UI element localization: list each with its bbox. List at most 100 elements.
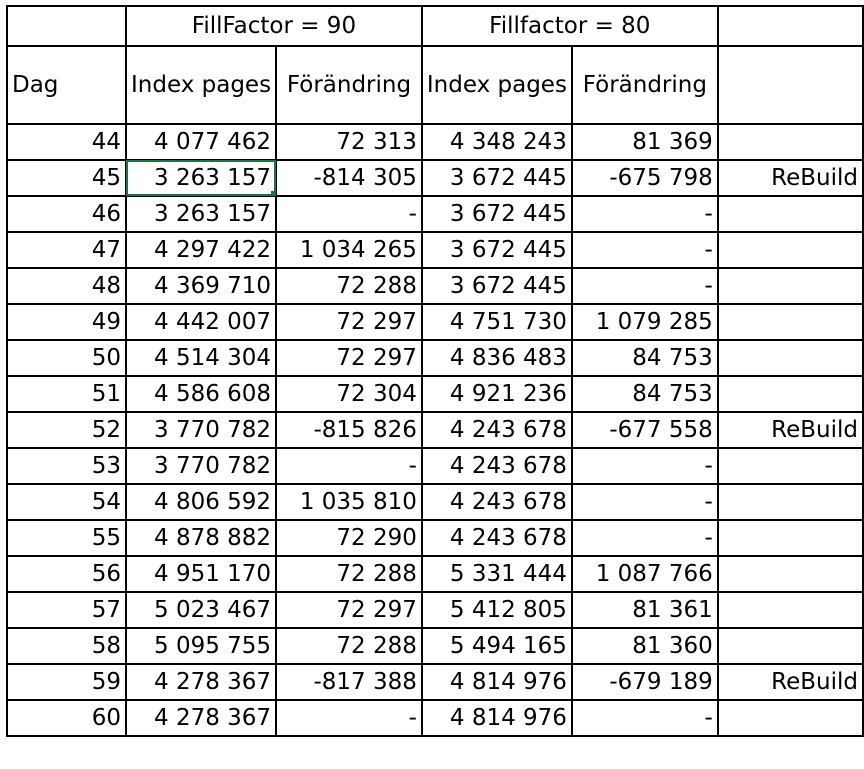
cell-dag[interactable]: 59 xyxy=(6,663,127,701)
cell-dag[interactable]: 52 xyxy=(6,411,127,449)
cell-index-pages-80[interactable]: 3 672 445 xyxy=(420,159,573,197)
header-fillfactor-90[interactable]: FillFactor = 90 xyxy=(125,5,423,47)
cell-change-90[interactable]: 1 034 265 xyxy=(275,231,423,269)
cell-note[interactable] xyxy=(716,231,864,269)
cell-dag[interactable]: 57 xyxy=(6,591,127,629)
cell-change-80[interactable]: - xyxy=(570,699,719,737)
cell-dag[interactable]: 56 xyxy=(6,555,127,593)
cell-index-pages-80[interactable]: 4 814 976 xyxy=(420,699,573,737)
cell-note[interactable] xyxy=(716,555,864,593)
cell-change-80[interactable]: 84 753 xyxy=(570,375,719,413)
header-cell-empty[interactable] xyxy=(6,5,127,47)
cell-note[interactable] xyxy=(716,591,864,629)
cell-change-80[interactable]: 84 753 xyxy=(570,339,719,377)
cell-dag[interactable]: 48 xyxy=(6,267,127,305)
cell-index-pages-80[interactable]: 3 672 445 xyxy=(420,231,573,269)
cell-dag[interactable]: 54 xyxy=(6,483,127,521)
cell-change-90[interactable]: - xyxy=(275,195,423,233)
cell-dag[interactable]: 58 xyxy=(6,627,127,665)
cell-note[interactable] xyxy=(716,483,864,521)
cell-dag[interactable]: 60 xyxy=(6,699,127,737)
cell-index-pages-90[interactable]: 3 770 782 xyxy=(124,411,278,449)
cell-change-90[interactable]: 72 304 xyxy=(275,375,423,413)
cell-change-90[interactable]: 72 288 xyxy=(275,627,423,665)
cell-index-pages-90[interactable]: 4 077 462 xyxy=(124,123,278,161)
cell-index-pages-90[interactable]: 3 263 157 xyxy=(124,159,278,197)
cell-index-pages-80[interactable]: 4 243 678 xyxy=(420,411,573,449)
cell-dag[interactable]: 45 xyxy=(6,159,127,197)
cell-note[interactable] xyxy=(716,447,864,485)
cell-index-pages-80[interactable]: 4 243 678 xyxy=(420,519,573,557)
cell-index-pages-80[interactable]: 4 243 678 xyxy=(420,447,573,485)
header-cell-empty[interactable] xyxy=(716,5,864,47)
cell-note[interactable] xyxy=(716,699,864,737)
cell-dag[interactable]: 50 xyxy=(6,339,127,377)
header-fillfactor-80[interactable]: Fillfactor = 80 xyxy=(420,5,719,47)
header-dag[interactable]: Dag xyxy=(6,45,127,125)
cell-change-90[interactable]: -815 826 xyxy=(275,411,423,449)
cell-change-80[interactable]: 1 087 766 xyxy=(570,555,719,593)
header-index-pages-80[interactable]: Index pages xyxy=(420,45,573,125)
cell-note[interactable]: ReBuild xyxy=(716,411,864,449)
cell-change-80[interactable]: - xyxy=(570,231,719,269)
cell-index-pages-80[interactable]: 4 348 243 xyxy=(420,123,573,161)
cell-change-80[interactable]: 81 369 xyxy=(570,123,719,161)
cell-index-pages-80[interactable]: 4 814 976 xyxy=(420,663,573,701)
cell-index-pages-80[interactable]: 5 494 165 xyxy=(420,627,573,665)
cell-index-pages-90[interactable]: 4 806 592 xyxy=(124,483,278,521)
cell-change-90[interactable]: 72 313 xyxy=(275,123,423,161)
cell-note[interactable] xyxy=(716,375,864,413)
cell-note[interactable] xyxy=(716,339,864,377)
cell-change-90[interactable]: 72 288 xyxy=(275,555,423,593)
cell-index-pages-90[interactable]: 4 951 170 xyxy=(124,555,278,593)
cell-index-pages-80[interactable]: 4 243 678 xyxy=(420,483,573,521)
cell-index-pages-90[interactable]: 4 278 367 xyxy=(124,663,278,701)
cell-index-pages-90[interactable]: 4 278 367 xyxy=(124,699,278,737)
cell-index-pages-90[interactable]: 4 369 710 xyxy=(124,267,278,305)
cell-change-80[interactable]: -675 798 xyxy=(570,159,719,197)
cell-note[interactable] xyxy=(716,627,864,665)
cell-index-pages-90[interactable]: 4 297 422 xyxy=(124,231,278,269)
cell-note[interactable] xyxy=(716,123,864,161)
cell-change-80[interactable]: 81 360 xyxy=(570,627,719,665)
header-change-90[interactable]: Förändring xyxy=(275,45,423,125)
cell-dag[interactable]: 47 xyxy=(6,231,127,269)
header-note[interactable] xyxy=(716,45,864,125)
cell-change-90[interactable]: -814 305 xyxy=(275,159,423,197)
cell-change-90[interactable]: 1 035 810 xyxy=(275,483,423,521)
cell-change-90[interactable]: 72 297 xyxy=(275,591,423,629)
cell-note[interactable] xyxy=(716,195,864,233)
cell-change-90[interactable]: 72 290 xyxy=(275,519,423,557)
cell-index-pages-80[interactable]: 4 836 483 xyxy=(420,339,573,377)
cell-note[interactable] xyxy=(716,303,864,341)
cell-change-80[interactable]: - xyxy=(570,483,719,521)
header-change-80[interactable]: Förändring xyxy=(570,45,719,125)
cell-change-80[interactable]: -679 189 xyxy=(570,663,719,701)
cell-dag[interactable]: 46 xyxy=(6,195,127,233)
cell-change-80[interactable]: 1 079 285 xyxy=(570,303,719,341)
cell-change-80[interactable]: -677 558 xyxy=(570,411,719,449)
cell-dag[interactable]: 49 xyxy=(6,303,127,341)
cell-index-pages-90[interactable]: 3 770 782 xyxy=(124,447,278,485)
cell-change-80[interactable]: - xyxy=(570,195,719,233)
cell-dag[interactable]: 44 xyxy=(6,123,127,161)
cell-index-pages-90[interactable]: 4 586 608 xyxy=(124,375,278,413)
cell-change-90[interactable]: 72 297 xyxy=(275,339,423,377)
cell-index-pages-80[interactable]: 5 331 444 xyxy=(420,555,573,593)
cell-index-pages-90[interactable]: 3 263 157 xyxy=(124,195,278,233)
cell-dag[interactable]: 53 xyxy=(6,447,127,485)
cell-index-pages-90[interactable]: 5 095 755 xyxy=(124,627,278,665)
cell-index-pages-80[interactable]: 4 751 730 xyxy=(420,303,573,341)
cell-index-pages-80[interactable]: 4 921 236 xyxy=(420,375,573,413)
cell-index-pages-80[interactable]: 3 672 445 xyxy=(420,195,573,233)
cell-change-90[interactable]: - xyxy=(275,699,423,737)
cell-note[interactable]: ReBuild xyxy=(716,663,864,701)
cell-change-90[interactable]: 72 297 xyxy=(275,303,423,341)
cell-change-90[interactable]: - xyxy=(275,447,423,485)
cell-change-80[interactable]: - xyxy=(570,447,719,485)
cell-index-pages-80[interactable]: 3 672 445 xyxy=(420,267,573,305)
cell-index-pages-90[interactable]: 5 023 467 xyxy=(124,591,278,629)
cell-change-90[interactable]: -817 388 xyxy=(275,663,423,701)
cell-note[interactable] xyxy=(716,519,864,557)
cell-index-pages-90[interactable]: 4 878 882 xyxy=(124,519,278,557)
